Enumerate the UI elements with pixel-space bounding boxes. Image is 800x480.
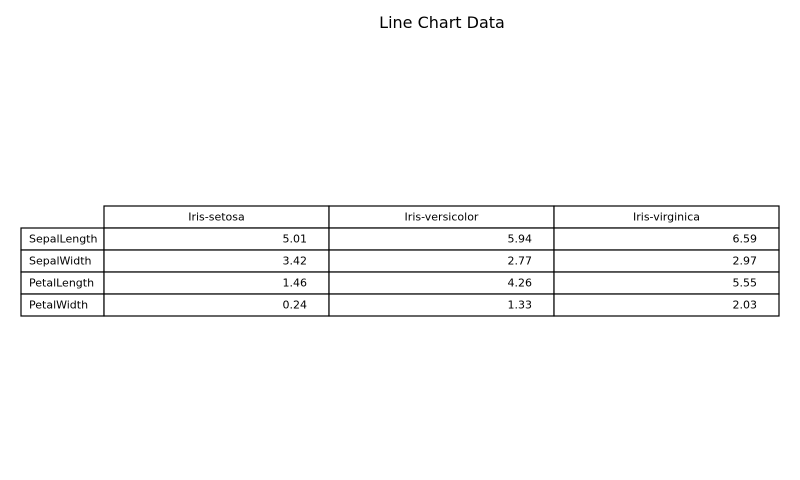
column-header-label: Iris-versicolor	[405, 211, 479, 224]
row-label: PetalLength	[29, 277, 94, 290]
cell-value: 5.55	[733, 277, 758, 290]
row-label: PetalWidth	[29, 299, 88, 312]
cell-value: 5.94	[508, 233, 533, 246]
table-cell	[553, 293, 780, 317]
cell-value: 0.24	[283, 299, 308, 312]
cell-value: 1.33	[508, 299, 533, 312]
cell-value: 6.59	[733, 233, 758, 246]
row-label: SepalWidth	[29, 255, 92, 268]
table-cells: Iris-setosa Iris-versicolor Iris-virginica…	[20, 205, 780, 317]
cell-value: 2.77	[508, 255, 533, 268]
column-header-label: Iris-setosa	[188, 211, 245, 224]
row-label: SepalLength	[29, 233, 97, 246]
cell-value: 2.97	[733, 255, 758, 268]
cell-value: 4.26	[508, 277, 533, 290]
column-header-label: Iris-virginica	[633, 211, 700, 224]
cell-value: 2.03	[733, 299, 758, 312]
cell-value: 5.01	[283, 233, 308, 246]
cell-value: 3.42	[283, 255, 308, 268]
cell-value: 1.46	[283, 277, 308, 290]
